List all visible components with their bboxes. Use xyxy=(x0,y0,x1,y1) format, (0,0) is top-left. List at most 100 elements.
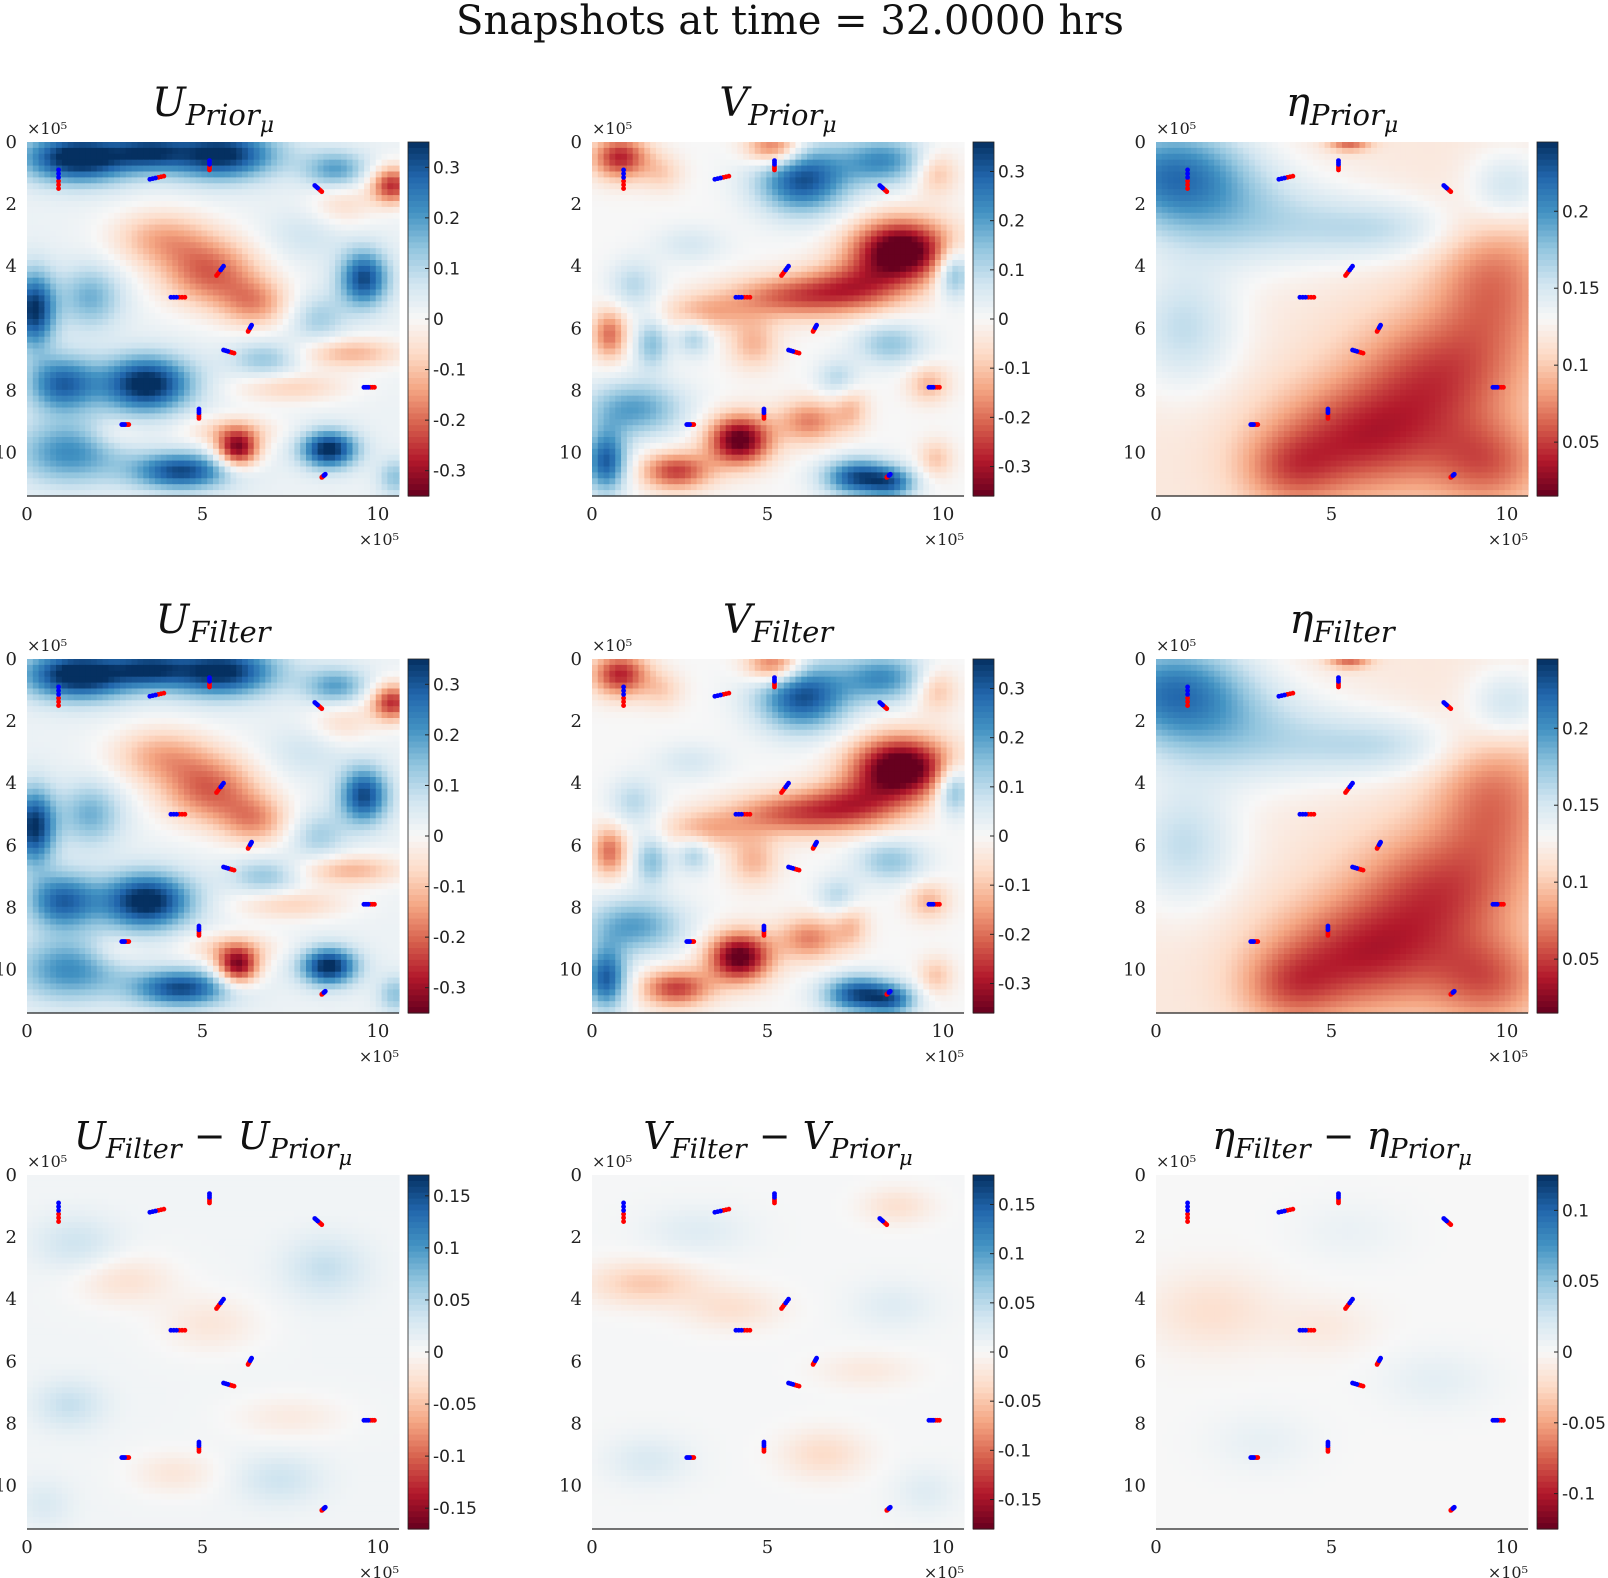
heat-cell xyxy=(260,195,266,202)
heat-cell xyxy=(382,177,388,184)
heat-cell xyxy=(318,172,324,179)
heat-cell xyxy=(271,195,277,202)
heat-cell xyxy=(50,183,56,190)
heat-cell xyxy=(85,207,91,214)
heat-cell xyxy=(68,154,74,161)
heat-cell xyxy=(312,172,318,179)
heat-cell xyxy=(376,172,382,179)
heat-cell xyxy=(289,183,295,190)
heat-cell xyxy=(265,160,271,167)
heat-cell xyxy=(376,189,382,196)
heat-cell xyxy=(382,189,388,196)
heat-cell xyxy=(50,172,56,179)
heat-cell xyxy=(300,148,306,155)
heat-cell xyxy=(149,166,155,173)
heat-cell xyxy=(196,154,202,161)
heat-cell xyxy=(137,183,143,190)
heat-cell xyxy=(172,189,178,196)
heat-cell xyxy=(39,219,45,226)
heat-cell xyxy=(376,213,382,220)
heat-cell xyxy=(323,189,329,196)
heat-cell xyxy=(190,160,196,167)
heat-cell xyxy=(248,195,254,202)
heat-cell xyxy=(108,207,114,214)
heat-cell xyxy=(184,189,190,196)
heat-cell xyxy=(79,213,85,220)
heat-cell xyxy=(347,166,353,173)
heat-cell xyxy=(91,172,97,179)
heat-cell xyxy=(114,183,120,190)
heat-cell xyxy=(341,183,347,190)
heat-cell xyxy=(27,189,33,196)
heat-cell xyxy=(27,177,33,184)
heat-cell xyxy=(74,189,80,196)
heat-cell xyxy=(103,148,109,155)
heat-cell xyxy=(155,195,161,202)
heat-cell xyxy=(329,172,335,179)
heat-cell xyxy=(387,142,393,149)
heat-cell xyxy=(254,201,260,208)
heat-cell xyxy=(387,160,393,167)
heat-cell xyxy=(172,183,178,190)
heat-cell xyxy=(91,213,97,220)
heat-cell xyxy=(277,207,283,214)
heat-cell xyxy=(306,148,312,155)
heat-cell xyxy=(190,148,196,155)
heat-cell xyxy=(236,195,242,202)
heat-cell xyxy=(335,154,341,161)
heat-cell xyxy=(294,166,300,173)
heat-cell xyxy=(167,189,173,196)
heat-cell xyxy=(341,166,347,173)
heat-cell xyxy=(27,219,33,226)
heat-cell xyxy=(242,177,248,184)
heat-cell xyxy=(33,166,39,173)
heat-cell xyxy=(347,183,353,190)
heat-cell xyxy=(62,213,68,220)
heat-cell xyxy=(172,177,178,184)
heat-cell xyxy=(97,160,103,167)
heat-cell xyxy=(137,177,143,184)
heat-cell xyxy=(230,160,236,167)
heat-cell xyxy=(114,213,120,220)
heat-cell xyxy=(387,189,393,196)
heat-cell xyxy=(318,142,324,149)
heat-cell xyxy=(50,207,56,214)
heat-cell xyxy=(318,154,324,161)
heat-cell xyxy=(312,166,318,173)
heat-cell xyxy=(353,142,359,149)
heat-cell xyxy=(364,148,370,155)
heat-cell xyxy=(33,172,39,179)
heat-cell xyxy=(196,177,202,184)
heat-cell xyxy=(283,172,289,179)
heat-cell xyxy=(85,219,91,226)
heat-cell xyxy=(260,166,266,173)
heat-cell xyxy=(190,172,196,179)
heat-cell xyxy=(358,154,364,161)
heat-cell xyxy=(225,219,231,226)
heat-cell xyxy=(120,183,126,190)
heat-cell xyxy=(196,172,202,179)
heat-cell xyxy=(184,183,190,190)
heat-cell xyxy=(167,172,173,179)
heat-cell xyxy=(44,154,50,161)
heat-cell xyxy=(213,160,219,167)
heat-cell xyxy=(300,189,306,196)
heat-cell xyxy=(50,160,56,167)
heat-cell xyxy=(132,160,138,167)
heat-cell xyxy=(364,166,370,173)
heat-cell xyxy=(370,201,376,208)
heat-cell xyxy=(207,213,213,220)
heat-cell xyxy=(335,172,341,179)
heat-cell xyxy=(225,166,231,173)
heat-cell xyxy=(300,172,306,179)
heat-cell xyxy=(225,154,231,161)
heat-cell xyxy=(393,160,399,167)
heat-cell xyxy=(143,183,149,190)
heat-cell xyxy=(120,201,126,208)
heat-cell xyxy=(277,195,283,202)
heat-cell xyxy=(155,148,161,155)
heat-cell xyxy=(97,213,103,220)
heat-cell xyxy=(347,142,353,149)
heat-cell xyxy=(126,148,132,155)
heat-cell xyxy=(167,207,173,214)
